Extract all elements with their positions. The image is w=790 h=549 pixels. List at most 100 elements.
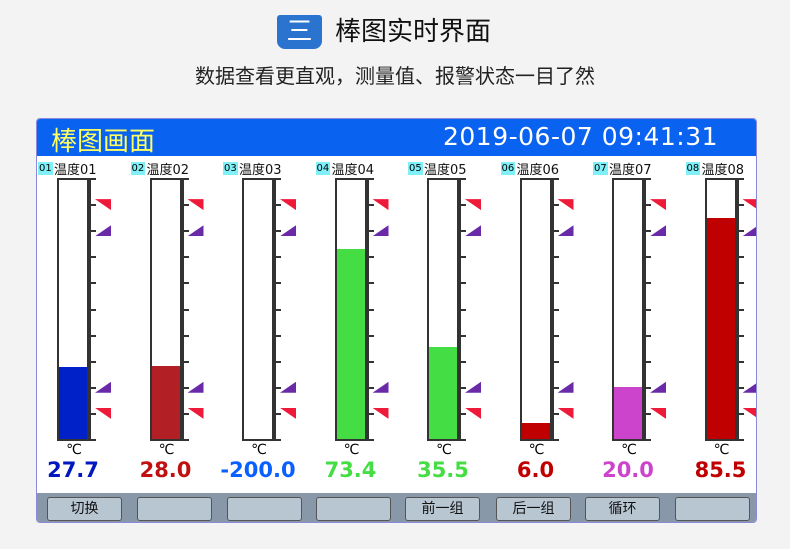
unit-label: ℃	[436, 442, 452, 458]
scale-tick	[736, 334, 744, 337]
scale-tick	[89, 334, 96, 337]
screen-header: 棒图画面 2019-06-07 09:41:31	[37, 119, 756, 157]
scale-tick	[459, 386, 466, 389]
scale-tick	[551, 282, 559, 285]
alarm-flag-icon	[650, 407, 666, 419]
unit-label: ℃	[621, 442, 637, 458]
bar-channel-05: 05 温度05 ℃ 35.5	[407, 156, 499, 492]
scale-tick	[181, 334, 189, 337]
function-button-2[interactable]	[137, 497, 212, 521]
bar-tube	[242, 178, 274, 441]
scale-tick	[181, 204, 189, 207]
scale-tick	[89, 282, 96, 285]
alarm-flag-icon	[557, 225, 574, 237]
channel-label: 温度06	[516, 163, 560, 178]
function-button-5[interactable]: 前一组	[405, 497, 480, 521]
scale-tick	[459, 178, 466, 180]
scale-tick	[89, 412, 96, 415]
scale-tick	[274, 256, 281, 259]
scale-tick	[736, 282, 744, 285]
scale-tick	[366, 204, 374, 207]
scale-tick	[459, 439, 466, 441]
alarm-flag-icon	[95, 225, 111, 237]
function-button-1[interactable]: 切换	[47, 497, 122, 521]
scale-tick	[736, 256, 744, 259]
channel-number: 01	[38, 162, 53, 175]
function-button-8[interactable]	[675, 497, 750, 521]
section-badge: 三	[277, 15, 322, 49]
alarm-flag-icon	[187, 199, 204, 211]
alarm-flag-icon	[280, 381, 296, 393]
channel-label: 温度05	[424, 163, 467, 178]
alarm-flag-icon	[465, 381, 481, 393]
bar-fill	[151, 366, 180, 439]
scale-tick	[274, 412, 281, 415]
scale-tick	[551, 360, 559, 363]
channel-value: -200.0	[220, 458, 296, 482]
scale-tick	[459, 282, 466, 285]
channel-number: 02	[130, 162, 146, 175]
scale-tick	[274, 308, 281, 311]
scale-tick	[89, 230, 96, 233]
bar-channel-01: 01 温度01 ℃ 27.7	[37, 156, 129, 492]
alarm-flag-icon	[650, 199, 666, 211]
bar-tube	[149, 178, 182, 441]
scale-tick	[89, 360, 96, 363]
unit-label: ℃	[713, 442, 730, 458]
scale-tick	[366, 386, 374, 389]
scale-tick	[366, 230, 374, 233]
unit-label: ℃	[343, 442, 360, 458]
bar-fill	[429, 347, 457, 439]
scale-tick	[89, 439, 96, 441]
alarm-flag-icon	[95, 381, 111, 393]
scale-tick	[644, 360, 651, 363]
function-button-4[interactable]	[316, 497, 391, 521]
scale-tick	[551, 204, 559, 207]
scale-tick	[274, 439, 281, 441]
channel-label: 温度04	[331, 163, 375, 178]
alarm-flag-icon	[95, 407, 111, 419]
page-subtitle: 数据查看更直观，测量值、报警状态一目了然	[195, 64, 595, 88]
alarm-flag-icon	[280, 225, 296, 237]
function-button-7[interactable]: 循环	[585, 497, 660, 521]
scale-tick	[644, 256, 651, 259]
scale-tick	[274, 204, 281, 207]
alarm-flag-icon	[95, 199, 111, 211]
scale-tick	[366, 256, 374, 259]
channel-label: 温度03	[239, 163, 282, 178]
alarm-flag-icon	[742, 225, 756, 237]
function-button-3[interactable]	[227, 497, 302, 521]
alarm-flag-icon	[742, 407, 756, 419]
datetime: 2019-06-07 09:41:31	[442, 122, 718, 151]
alarm-flag-icon	[742, 199, 756, 211]
scale-tick	[366, 178, 374, 180]
scale-tick	[366, 334, 374, 337]
channel-value: 28.0	[139, 458, 192, 482]
scale-tick	[551, 439, 559, 441]
channel-number: 06	[500, 162, 516, 175]
channel-number: 04	[315, 162, 331, 175]
scale-tick	[551, 412, 559, 415]
screen-title: 棒图画面	[51, 127, 156, 157]
bar-channel-02: 02 温度02 ℃ 28.0	[130, 156, 222, 492]
function-button-6[interactable]: 后一组	[496, 497, 571, 521]
alarm-flag-icon	[280, 407, 296, 419]
scale-tick	[736, 204, 744, 207]
channel-value: 20.0	[602, 458, 654, 482]
channel-label: 温度07	[609, 163, 652, 178]
scale-tick	[274, 230, 281, 233]
scale-tick	[459, 334, 466, 337]
unit-label: ℃	[66, 442, 82, 458]
unit-label: ℃	[251, 442, 267, 458]
alarm-flag-icon	[372, 381, 389, 393]
channel-number: 03	[223, 162, 238, 175]
channel-value: 85.5	[694, 458, 747, 482]
bar-fill	[614, 387, 642, 439]
scale-tick	[459, 360, 466, 363]
scale-tick	[551, 308, 559, 311]
alarm-flag-icon	[187, 381, 204, 393]
bar-channel-03: 03 温度03 ℃ -200.0	[220, 156, 314, 492]
scale-tick	[459, 308, 466, 311]
scale-tick	[89, 308, 96, 311]
scale-tick	[644, 230, 651, 233]
